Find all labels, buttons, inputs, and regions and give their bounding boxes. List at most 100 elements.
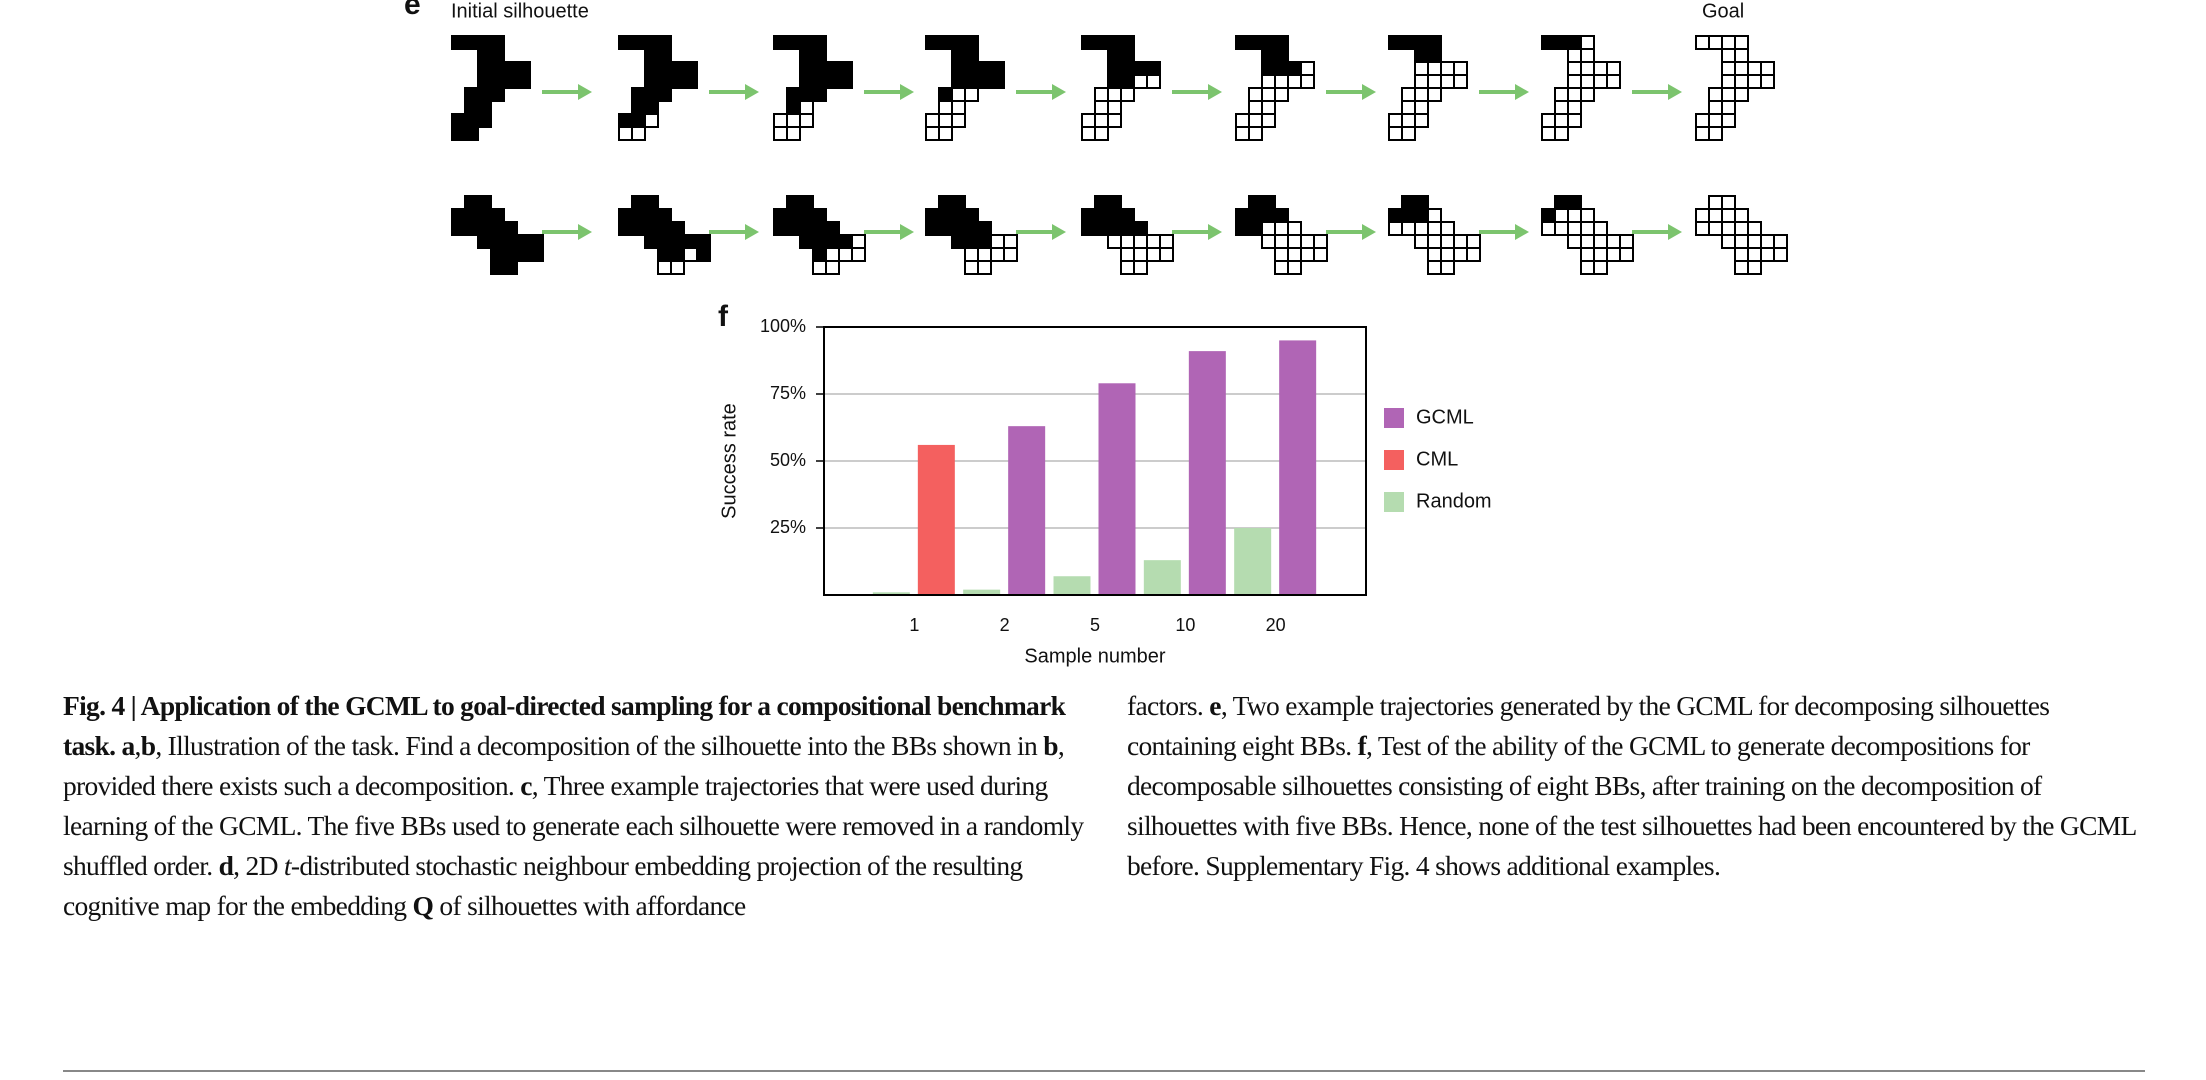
arrow-head [1668,224,1682,240]
silhouette-cell [1274,61,1289,76]
silhouette-cell [964,221,979,236]
legend-label: CML [1416,448,1458,470]
silhouette-cell [1567,234,1582,249]
silhouette-cell [1094,221,1109,236]
silhouette-cell [670,247,685,262]
start-label: Initial silhouette [451,0,589,22]
silhouette-cell [1734,87,1749,102]
silhouette-cell [1734,247,1749,262]
caption-right: factors. e, Two example trajectories gen… [1127,686,2157,886]
silhouette-cell [1427,74,1442,89]
silhouette-cell [1708,87,1723,102]
silhouette-cell [1414,195,1429,210]
silhouette-cell [657,247,672,262]
silhouette-cell [1721,35,1736,50]
silhouette-cell [1120,61,1135,76]
silhouette-cell [1440,247,1455,262]
silhouette-cell [1107,195,1122,210]
silhouette-cell [464,195,479,210]
legend-swatch [1384,492,1404,512]
silhouette-cell [1427,48,1442,63]
silhouette-cell [1287,260,1302,275]
silhouette-cell [786,35,801,50]
silhouette-cell [477,195,492,210]
silhouette-cell [1248,100,1263,115]
silhouette-cell [951,221,966,236]
silhouette-cell [451,208,466,223]
silhouette-cell [825,234,840,249]
silhouette-cell [1427,247,1442,262]
silhouette-cell [670,260,685,275]
silhouette-cell [631,35,646,50]
silhouette-cell [1721,61,1736,76]
silhouette-cell [1414,208,1429,223]
silhouette-cell [925,126,940,141]
silhouette-cell [977,74,992,89]
silhouette-cell [799,195,814,210]
silhouette-cell [1274,208,1289,223]
silhouette-cell [1401,221,1416,236]
silhouette-cell [1235,35,1250,50]
silhouette-cell [1235,221,1250,236]
caption-ref: d [218,850,234,881]
silhouette-cell [786,221,801,236]
arrow-head [900,224,914,240]
silhouette-cell [503,74,518,89]
bar [1279,340,1317,595]
goal-label: Goal [1702,0,1744,22]
silhouette-cell [1760,74,1775,89]
silhouette-cell [1554,113,1569,128]
silhouette-cell [1734,48,1749,63]
arrow-head [1668,84,1682,100]
caption-title: Fig. 4 | Application of the GCML to goal… [63,690,1066,761]
silhouette-cell [1427,260,1442,275]
silhouette-cell [799,113,814,128]
arrow-head [745,84,759,100]
silhouette-cell [773,208,788,223]
legend-label: Random [1416,490,1492,512]
silhouette-cell [1274,35,1289,50]
silhouette-cell [1567,61,1582,76]
silhouette-cell [503,61,518,76]
silhouette-cell [938,113,953,128]
silhouette-cell [964,74,979,89]
silhouette-cell [503,234,518,249]
silhouette-cell [477,48,492,63]
silhouette-cell [1274,234,1289,249]
caption-ref: b [1043,730,1058,761]
x-tick-label: 5 [1090,615,1100,635]
silhouette-cell [964,35,979,50]
silhouette-cell [925,208,940,223]
silhouette-cell [1003,234,1018,249]
silhouette-cell [1146,61,1161,76]
silhouette-cell [964,260,979,275]
silhouette-cell [1554,87,1569,102]
silhouette-cell [925,113,940,128]
silhouette-cell [773,126,788,141]
silhouette-cell [1567,113,1582,128]
silhouette-cell [812,61,827,76]
silhouette-cell [825,61,840,76]
x-tick-label: 1 [909,615,919,635]
silhouette-cell [1593,247,1608,262]
silhouette-cell [1580,61,1595,76]
silhouette-cell [1414,87,1429,102]
silhouette-cell [812,234,827,249]
silhouette-cell [516,247,531,262]
y-tick-label: 100% [760,316,806,336]
silhouette-cell [1708,100,1723,115]
silhouette-cell [786,126,801,141]
silhouette-cell [631,221,646,236]
silhouette-cell [1133,61,1148,76]
caption-text: -distributed stochastic neighbour embedd… [63,850,1023,921]
arrow-head [1362,84,1376,100]
silhouette-cell [1734,260,1749,275]
legend-swatch [1384,450,1404,470]
silhouette-cell [529,247,544,262]
silhouette-cell [1606,247,1621,262]
silhouette-cell [1773,234,1788,249]
silhouette-cell [938,100,953,115]
caption-left: Fig. 4 | Application of the GCML to goal… [63,686,1093,926]
silhouette-cell [1453,61,1468,76]
silhouette-cell [1133,74,1148,89]
